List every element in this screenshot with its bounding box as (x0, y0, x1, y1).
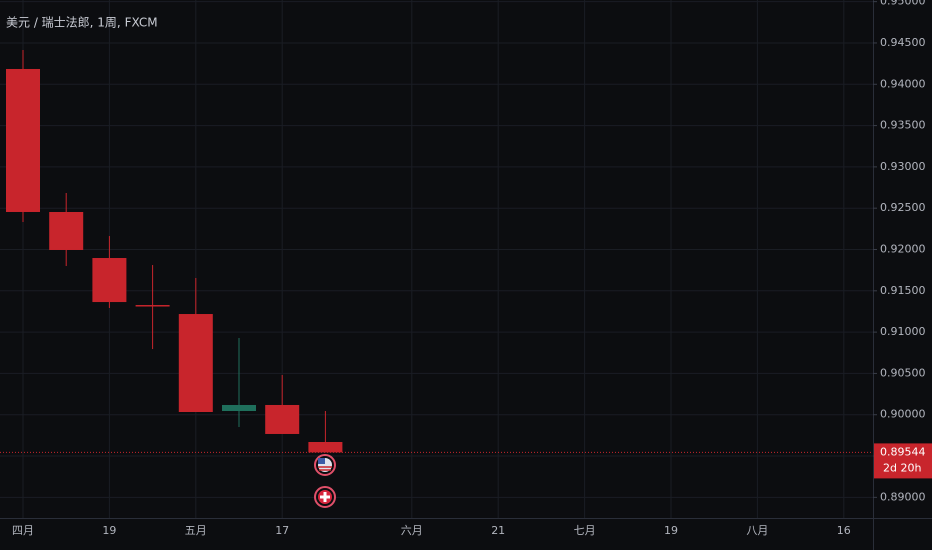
y-tick-label: 0.95000 (880, 0, 926, 8)
y-tick-label: 0.92500 (880, 201, 926, 214)
y-tick-label: 0.94000 (880, 77, 926, 90)
last-price-label: 0.89544 (880, 445, 926, 458)
candle-body (49, 211, 84, 250)
candle-body (135, 305, 170, 307)
x-tick-label: 19 (102, 524, 116, 537)
y-tick-label: 0.94500 (880, 36, 926, 49)
x-tick-label: 21 (491, 524, 505, 537)
candles (6, 49, 343, 453)
countdown-label: 2d 20h (883, 461, 921, 474)
last-price-box (874, 443, 932, 479)
candle-body (265, 404, 300, 434)
event-us (314, 454, 336, 476)
y-tick-label: 0.92000 (880, 242, 926, 255)
x-tick-label: 八月 (746, 524, 768, 537)
x-tick-label: 四月 (12, 524, 34, 537)
x-tick-label: 七月 (574, 524, 596, 537)
y-tick-label: 0.93500 (880, 119, 926, 132)
x-tick-label: 16 (837, 524, 851, 537)
candle-body (92, 258, 127, 303)
y-tick-label: 0.91000 (880, 325, 926, 338)
candle-body (222, 404, 256, 412)
x-tick-label: 五月 (185, 524, 207, 537)
candle-body (178, 314, 213, 413)
grid (0, 0, 873, 518)
y-tick-label: 0.93000 (880, 160, 926, 173)
chart-title: 美元 / 瑞士法郎, 1周, FXCM (6, 16, 158, 30)
x-tick-label: 17 (275, 524, 289, 537)
candle-body (6, 68, 40, 212)
y-tick-label: 0.90500 (880, 366, 926, 379)
y-tick-label: 0.91500 (880, 284, 926, 297)
x-tick-label: 19 (664, 524, 678, 537)
y-tick-label: 0.89000 (880, 490, 926, 503)
event-ch (314, 486, 336, 508)
y-tick-label: 0.90000 (880, 408, 926, 421)
candle-body (308, 441, 343, 453)
x-tick-label: 六月 (401, 524, 423, 537)
